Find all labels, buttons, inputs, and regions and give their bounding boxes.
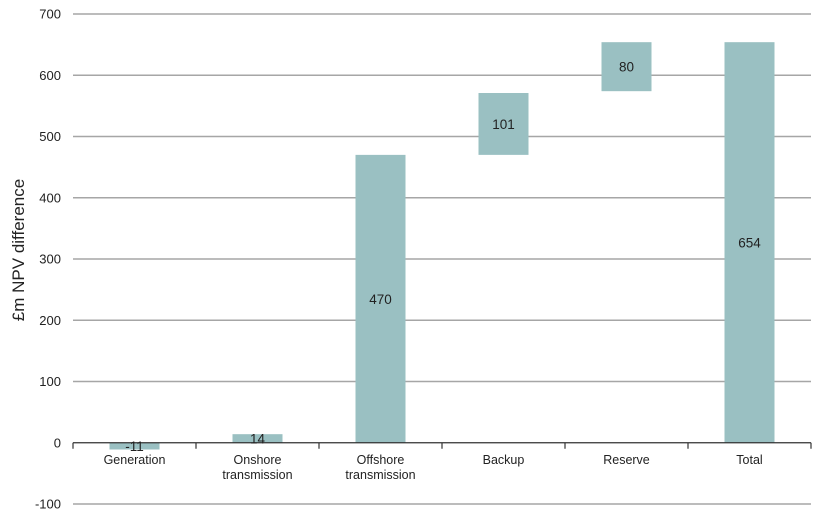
gridlines: -100 0 100 200 300 400 500 600 700 [35, 7, 811, 511]
category-label: Total [736, 453, 762, 467]
y-tick-label: 500 [39, 129, 61, 144]
bars [109, 42, 775, 450]
y-tick-label: 300 [39, 252, 61, 267]
y-axis-title: £m NPV difference [9, 179, 28, 321]
bar [232, 434, 283, 443]
data-label: 654 [738, 235, 761, 250]
y-tick-label: 700 [39, 7, 61, 22]
data-labels: -11 14 470 101 80 654 [125, 60, 761, 454]
y-tick-label: 200 [39, 313, 61, 328]
y-tick-label: 600 [39, 68, 61, 83]
bar [724, 42, 775, 443]
data-label: 14 [250, 431, 266, 446]
data-label: -11 [125, 439, 144, 454]
y-tick-label: 0 [54, 435, 61, 450]
category-label: Onshore [234, 453, 282, 467]
category-label: transmission [345, 468, 415, 482]
data-label: 101 [492, 117, 515, 132]
data-label: 470 [369, 292, 392, 307]
y-tick-label: 100 [39, 374, 61, 389]
y-tick-label: -100 [35, 497, 61, 511]
category-label: transmission [222, 468, 292, 482]
category-label: Generation [104, 453, 166, 467]
category-label: Backup [483, 453, 525, 467]
bar [355, 154, 406, 443]
data-label: 80 [619, 60, 634, 75]
bar [478, 93, 529, 155]
bar [109, 442, 160, 450]
x-axis: Generation OnshoretransmissionOffshoretra… [72, 442, 812, 482]
category-label: Reserve [603, 453, 650, 467]
bar [601, 42, 652, 92]
category-label: Offshore [357, 453, 405, 467]
y-tick-label: 400 [39, 190, 61, 205]
